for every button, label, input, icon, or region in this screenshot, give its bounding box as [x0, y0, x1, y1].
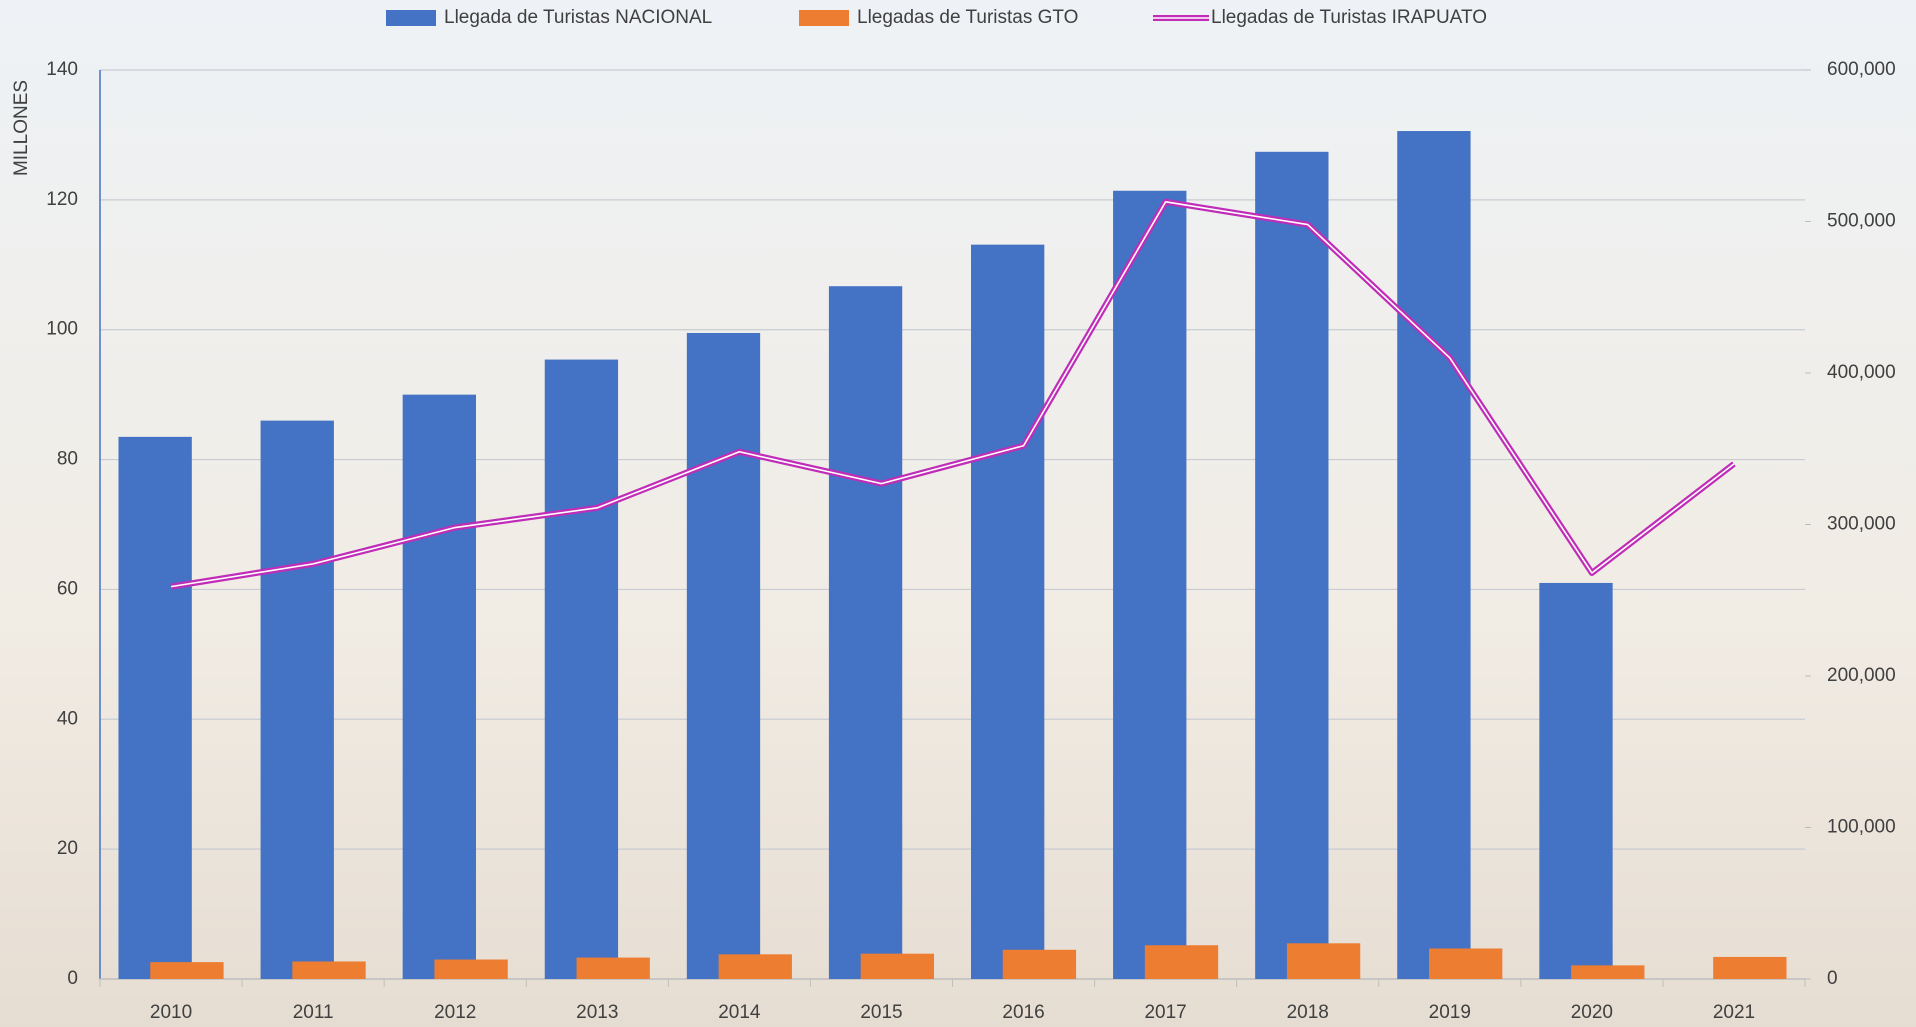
x-tick-label: 2019	[1429, 1002, 1471, 1023]
bar	[1144, 945, 1219, 979]
y2-tick-label: 100,000	[1827, 817, 1896, 838]
bar	[434, 959, 508, 979]
bar	[292, 961, 366, 979]
y-tick-label: 100	[46, 319, 78, 340]
y2-tick-label: 400,000	[1827, 362, 1896, 383]
x-tick-label: 2018	[1287, 1002, 1329, 1023]
legend-label: Llegada de Turistas NACIONAL	[444, 7, 712, 28]
x-tick-label: 2016	[1002, 1002, 1044, 1023]
bar	[718, 954, 792, 979]
legend-label: Llegadas de Turistas GTO	[857, 7, 1078, 28]
bar	[402, 394, 476, 980]
x-tick-label: 2020	[1571, 1002, 1613, 1023]
bar	[860, 953, 935, 979]
x-tick-label: 2014	[718, 1002, 761, 1023]
x-tick-label: 2012	[434, 1002, 476, 1023]
bar	[1002, 949, 1077, 979]
y2-tick-label: 600,000	[1827, 59, 1896, 80]
x-tick-label: 2011	[293, 1002, 334, 1023]
x-tick-label: 2021	[1713, 1002, 1755, 1023]
y-tick-label: 140	[46, 59, 78, 80]
bar	[1429, 948, 1503, 979]
y2-tick-label: 0	[1827, 968, 1838, 989]
x-tick-label: 2010	[150, 1002, 192, 1023]
y2-tick-label: 200,000	[1827, 665, 1896, 686]
y2-tick-label: 500,000	[1827, 211, 1896, 232]
bar	[544, 359, 619, 979]
x-tick-label: 2017	[1144, 1002, 1186, 1023]
bar	[260, 420, 334, 980]
y-tick-label: 20	[57, 838, 78, 859]
bar	[1571, 965, 1645, 979]
legend-swatch	[386, 10, 436, 26]
bar	[118, 436, 192, 979]
y2-tick-label: 300,000	[1827, 514, 1896, 535]
bar	[970, 244, 1045, 980]
y-tick-label: 120	[46, 189, 78, 210]
bar	[1286, 943, 1361, 979]
bar	[576, 957, 650, 979]
bar	[1113, 190, 1187, 979]
legend-swatch	[799, 10, 849, 26]
legend-label: Llegadas de Turistas IRAPUATO	[1211, 7, 1487, 28]
bar	[686, 332, 761, 980]
y-tick-label: 80	[57, 449, 78, 470]
y-tick-label: 0	[67, 968, 78, 989]
x-tick-label: 2015	[860, 1002, 902, 1023]
bar	[1255, 151, 1329, 979]
y-tick-label: 60	[57, 578, 78, 599]
bar	[150, 962, 224, 979]
bar	[828, 286, 903, 979]
bar	[1713, 956, 1787, 979]
x-tick-label: 2013	[576, 1002, 618, 1023]
bar	[1539, 582, 1613, 979]
line-inner	[170, 201, 1735, 588]
y-tick-label: 40	[57, 708, 78, 729]
bar	[1397, 131, 1471, 980]
y-axis-title: MILLONES	[11, 80, 32, 176]
